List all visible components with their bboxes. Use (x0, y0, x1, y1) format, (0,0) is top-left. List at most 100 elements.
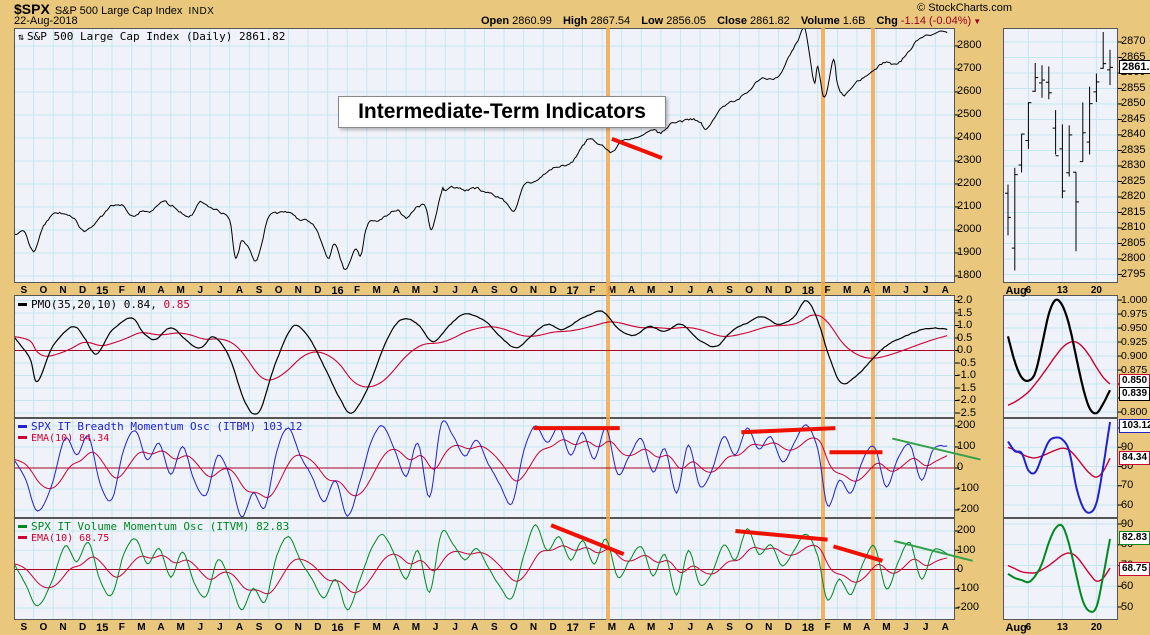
exchange-label: INDX (188, 6, 215, 17)
x-axis-month-label: J (432, 621, 439, 633)
x-axis-month-label: F (118, 284, 125, 296)
mini-x-axis-label: 6 (1025, 621, 1032, 633)
x-axis-month-label: D (784, 621, 792, 633)
x-axis-month-label: O (745, 284, 754, 296)
price-axis-label: 2300 (957, 154, 982, 167)
mini-pmo-panel (1003, 295, 1118, 418)
x-axis-month-label: J (667, 621, 674, 633)
mini_price-axis-label: 2850 (1121, 97, 1146, 110)
x-axis-month-label: M (176, 284, 185, 296)
chevron-down-icon[interactable]: ▼ (973, 17, 982, 26)
price-axis-label: 1800 (957, 269, 982, 282)
mini_price-axis-label: 2845 (1121, 112, 1146, 125)
itbm-axis-label: 200 (957, 419, 976, 432)
quote-row: Open 2860.99 High 2867.54 Low 2856.05 Close… (481, 15, 981, 27)
mini_price-axis-label: 2810 (1121, 221, 1146, 234)
chart-type-icon: ⇅ (18, 32, 25, 43)
symbol: $SPX (14, 1, 50, 17)
x-axis-month-label: J (667, 284, 674, 296)
pmo-axis-label: 0.5 (957, 331, 973, 344)
x-axis-month-label: O (39, 284, 48, 296)
mini-x-axis-label: Aug (1005, 284, 1027, 297)
itbm-axis-label: -100 (957, 482, 980, 495)
quote-date: 22-Aug-2018 (14, 15, 78, 27)
mini_itvm-price-callout: 82.83 (1119, 530, 1150, 545)
itvm-label: SPX IT Volume Momentum Osc (ITVM) 82.83 (31, 520, 290, 533)
x-axis-month-label: 18 (801, 284, 815, 297)
symbol-description: S&P 500 Large Cap Index (54, 5, 183, 17)
x-axis-month-label: N (529, 621, 538, 633)
mini_pmo-price-callout: 0.839 (1119, 387, 1150, 402)
itbm-ema-label: EMA(10) 84.34 (31, 433, 110, 444)
mini-x-axis-label: 13 (1056, 284, 1068, 296)
x-axis-month-label: M (843, 621, 852, 633)
mini_itbm-axis-label: 70 (1121, 479, 1134, 492)
itbm-panel (14, 418, 955, 518)
x-axis-month-label: J (432, 284, 439, 296)
high-value: 2867.54 (590, 15, 631, 27)
x-axis-month-label: O (745, 621, 754, 633)
copyright: © StockCharts.com (917, 2, 1012, 14)
x-axis-month-label: M (646, 284, 656, 296)
x-axis-month-label: D (78, 284, 87, 296)
mini_itbm-price-callout: 84.34 (1119, 451, 1150, 466)
itvm-swatch (18, 525, 27, 528)
x-axis-month-label: N (59, 621, 67, 633)
pmo-axis-label: -2.0 (957, 394, 976, 406)
low-value: 2856.05 (666, 15, 706, 27)
x-axis-month-label: S (726, 621, 733, 633)
mini_pmo-axis-label: 0.875 (1121, 363, 1148, 376)
itbm-swatch (18, 425, 27, 428)
pmo-signal-value: 0.85 (163, 298, 190, 311)
x-axis-month-label: M (176, 621, 185, 633)
x-axis-month-label: A (471, 621, 479, 633)
mini_itbm-price-callout: 103.12 (1119, 419, 1150, 433)
mini_price-axis-label: 2855 (1121, 81, 1146, 94)
chg-label: Chg (876, 15, 898, 27)
x-axis-month-label: S (255, 284, 263, 296)
x-axis-month-label: A (235, 621, 244, 633)
itbm-axis-label: -200 (957, 503, 980, 516)
mini_price-price-callout: 2861.82 (1119, 60, 1150, 75)
x-axis-month-label: 15 (96, 284, 109, 297)
mini-x-axis-label: Aug (1005, 621, 1027, 634)
itbm-ema-swatch (18, 436, 27, 439)
mini_pmo-axis-label: 0.950 (1121, 321, 1148, 334)
annotation-box: Intermediate-Term Indicators (338, 96, 666, 128)
mini_pmo-axis-label: 0.925 (1121, 335, 1148, 348)
pmo-axis-label: 1.5 (957, 306, 973, 319)
mini_itvm-axis-label: 60 (1121, 579, 1134, 592)
price-axis-label: 1900 (957, 246, 982, 259)
x-axis-month-label: M (372, 621, 381, 633)
itbm-ema-legend: EMA(10) 84.34 (18, 433, 109, 445)
itvm-axis-label: 200 (957, 524, 976, 537)
x-axis-month-label: 17 (566, 284, 579, 297)
x-axis-month-label: J (197, 284, 204, 296)
x-axis-month-label: A (706, 621, 714, 633)
x-axis-month-label: A (157, 621, 165, 633)
x-axis-month-label: S (490, 621, 498, 633)
pmo-axis-label: 1.0 (957, 319, 973, 331)
x-axis-month-label: M (882, 284, 891, 296)
x-axis-month-label: 18 (801, 621, 815, 634)
x-axis-month-label: N (294, 621, 302, 633)
x-axis-month-label: A (941, 621, 949, 633)
x-axis-month-label: S (20, 621, 28, 633)
x-axis-month-label: M (411, 284, 421, 296)
x-axis-month-label: A (471, 284, 479, 296)
itvm-axis-label: 100 (957, 543, 976, 556)
mini_itbm-axis-label: 60 (1121, 498, 1134, 511)
x-axis-month-label: M (607, 621, 617, 633)
price-axis-label: 2800 (957, 39, 982, 52)
x-axis-month-label: F (589, 284, 596, 296)
x-axis-month-label: S (20, 284, 28, 296)
mini-x-axis-label: 6 (1025, 284, 1032, 296)
pmo-axis-label: -0.5 (957, 356, 976, 369)
x-axis-month-label: 15 (96, 621, 109, 634)
x-axis-month-label: A (235, 284, 244, 296)
itvm-ema-legend: EMA(10) 68.75 (18, 533, 109, 545)
mini_price-axis-label: 2840 (1121, 128, 1146, 141)
x-axis-month-label: J (903, 621, 909, 633)
itvm-axis-label: 0 (957, 562, 964, 575)
